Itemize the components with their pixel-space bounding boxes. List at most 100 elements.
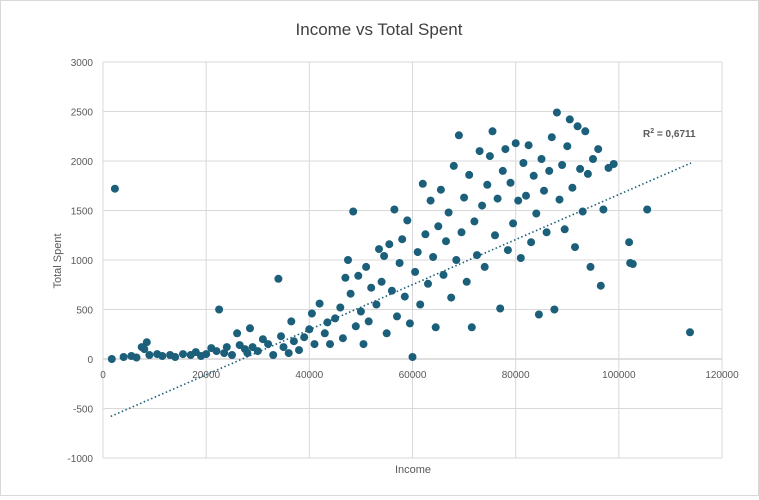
data-point xyxy=(107,355,116,363)
data-point xyxy=(442,237,450,246)
data-point xyxy=(390,205,399,214)
data-point xyxy=(506,178,515,187)
y-tick-label: 0 xyxy=(87,355,93,366)
trendline xyxy=(110,162,692,418)
data-point xyxy=(411,267,420,276)
data-point xyxy=(359,340,368,349)
data-point xyxy=(457,228,466,237)
data-point xyxy=(594,145,603,154)
data-point xyxy=(529,171,538,180)
data-point xyxy=(295,346,303,355)
data-point xyxy=(460,193,469,202)
data-point xyxy=(421,230,430,239)
data-point xyxy=(686,328,694,337)
data-point xyxy=(362,262,371,271)
data-point xyxy=(558,161,567,169)
data-point xyxy=(431,323,440,332)
data-point xyxy=(110,184,119,193)
data-point xyxy=(498,166,507,175)
data-point xyxy=(375,245,383,254)
data-point xyxy=(488,127,497,136)
data-point xyxy=(179,350,187,359)
r-squared-label: R2 = 0,6711 xyxy=(643,128,696,140)
data-point xyxy=(253,347,262,356)
data-point xyxy=(326,340,334,349)
data-point xyxy=(300,333,309,342)
data-point xyxy=(568,183,577,192)
data-point xyxy=(473,251,481,260)
data-point xyxy=(338,334,347,343)
data-point xyxy=(385,240,394,249)
data-point xyxy=(452,256,461,264)
data-point xyxy=(449,161,458,170)
y-axis-label: Total Spent xyxy=(52,233,64,288)
data-point xyxy=(436,185,445,194)
data-point xyxy=(547,133,556,142)
data-point xyxy=(354,271,363,280)
data-point xyxy=(555,195,564,204)
data-point xyxy=(222,343,231,352)
data-point xyxy=(462,277,471,286)
data-point xyxy=(467,323,476,332)
x-tick-label: 0 xyxy=(100,370,106,381)
y-tick-label: 3000 xyxy=(71,58,94,69)
data-point xyxy=(416,300,425,309)
x-tick-label: 60000 xyxy=(399,370,427,381)
data-point xyxy=(380,252,389,260)
data-point xyxy=(478,201,487,210)
data-point xyxy=(228,351,236,359)
y-tick-label: -1000 xyxy=(67,454,93,465)
data-point xyxy=(424,279,432,288)
data-point xyxy=(599,205,608,214)
data-point xyxy=(571,243,579,252)
data-point xyxy=(264,340,273,349)
y-tick-label: 1000 xyxy=(71,256,94,267)
data-point xyxy=(246,324,254,333)
data-point xyxy=(501,145,510,154)
data-point xyxy=(565,115,574,124)
data-point xyxy=(573,122,582,131)
data-point xyxy=(426,196,435,205)
data-point xyxy=(485,152,494,161)
data-point xyxy=(274,274,283,283)
x-tick-label: 120000 xyxy=(705,370,739,381)
data-point xyxy=(563,142,572,151)
data-point xyxy=(119,353,128,361)
data-point xyxy=(356,307,365,316)
data-point xyxy=(395,259,404,267)
data-point xyxy=(289,337,298,346)
data-point xyxy=(625,238,634,247)
data-point xyxy=(586,262,595,271)
data-point xyxy=(447,293,456,302)
data-point xyxy=(583,169,592,178)
data-point xyxy=(258,335,267,344)
data-point xyxy=(537,155,546,163)
data-point xyxy=(493,194,502,203)
data-point xyxy=(243,349,252,358)
data-point xyxy=(514,196,523,205)
data-point xyxy=(496,304,505,313)
data-point xyxy=(284,349,293,358)
data-point xyxy=(483,180,492,189)
data-point xyxy=(589,155,597,163)
data-point xyxy=(581,127,590,136)
data-point xyxy=(418,179,427,188)
trendline-group xyxy=(110,162,692,418)
data-point xyxy=(233,329,242,338)
data-point xyxy=(220,349,229,358)
data-point xyxy=(491,231,499,240)
data-point xyxy=(202,350,211,359)
data-point xyxy=(465,170,474,179)
data-point xyxy=(398,235,407,244)
data-point xyxy=(269,351,278,359)
data-point xyxy=(522,191,530,200)
data-point xyxy=(367,283,376,292)
data-point xyxy=(307,309,316,318)
data-point xyxy=(171,353,180,361)
data-point xyxy=(609,160,618,168)
data-point xyxy=(545,166,554,175)
data-point xyxy=(393,312,401,321)
x-axis-label: Income xyxy=(395,464,431,476)
